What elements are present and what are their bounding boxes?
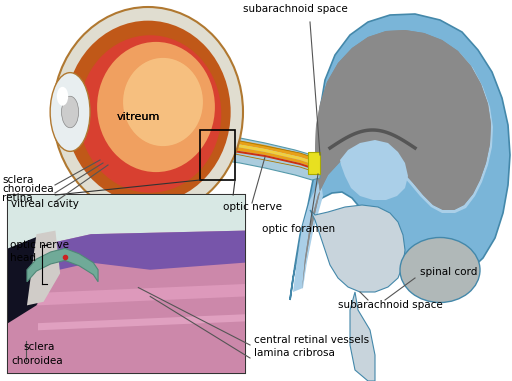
Polygon shape xyxy=(302,30,491,290)
Polygon shape xyxy=(340,140,408,200)
Text: spinal cord: spinal cord xyxy=(420,267,477,277)
Ellipse shape xyxy=(61,96,79,128)
Text: vitreum: vitreum xyxy=(116,112,160,122)
Polygon shape xyxy=(310,205,405,292)
Bar xyxy=(308,152,320,174)
Text: choroidea: choroidea xyxy=(2,184,54,194)
Polygon shape xyxy=(38,284,245,305)
Ellipse shape xyxy=(53,7,243,217)
Polygon shape xyxy=(27,231,60,305)
Bar xyxy=(8,195,245,373)
Ellipse shape xyxy=(57,87,68,106)
Bar xyxy=(200,130,235,180)
Ellipse shape xyxy=(79,35,221,193)
Text: choroidea: choroidea xyxy=(11,356,62,366)
Ellipse shape xyxy=(66,21,230,203)
Bar xyxy=(8,195,245,263)
Ellipse shape xyxy=(123,58,203,146)
Polygon shape xyxy=(8,231,245,373)
Text: lamina cribrosa: lamina cribrosa xyxy=(254,348,335,358)
Polygon shape xyxy=(38,231,245,284)
Text: retina: retina xyxy=(2,193,33,203)
Polygon shape xyxy=(220,144,315,168)
Polygon shape xyxy=(350,292,375,381)
Polygon shape xyxy=(220,141,315,165)
Ellipse shape xyxy=(50,73,90,151)
Text: optic nerve: optic nerve xyxy=(223,202,282,212)
Polygon shape xyxy=(38,314,245,330)
Text: head: head xyxy=(10,253,36,263)
Text: sclera: sclera xyxy=(23,342,54,352)
Polygon shape xyxy=(38,302,245,320)
Text: subarachnoid space: subarachnoid space xyxy=(243,4,347,14)
Text: subarachnoid space: subarachnoid space xyxy=(337,300,442,310)
Text: sclera: sclera xyxy=(2,175,33,185)
Polygon shape xyxy=(220,133,320,180)
Text: vitreal cavity: vitreal cavity xyxy=(11,199,79,209)
Polygon shape xyxy=(293,32,493,292)
Polygon shape xyxy=(8,234,51,323)
Text: optic foramen: optic foramen xyxy=(262,224,335,234)
Text: optic nerve: optic nerve xyxy=(10,240,69,250)
Ellipse shape xyxy=(400,237,480,303)
Text: central retinal vessels: central retinal vessels xyxy=(254,335,369,345)
Ellipse shape xyxy=(97,42,215,172)
Polygon shape xyxy=(27,248,98,282)
Polygon shape xyxy=(302,30,491,290)
Polygon shape xyxy=(220,148,315,170)
Polygon shape xyxy=(290,14,510,300)
Text: vitreum: vitreum xyxy=(116,112,160,122)
Polygon shape xyxy=(220,137,315,162)
